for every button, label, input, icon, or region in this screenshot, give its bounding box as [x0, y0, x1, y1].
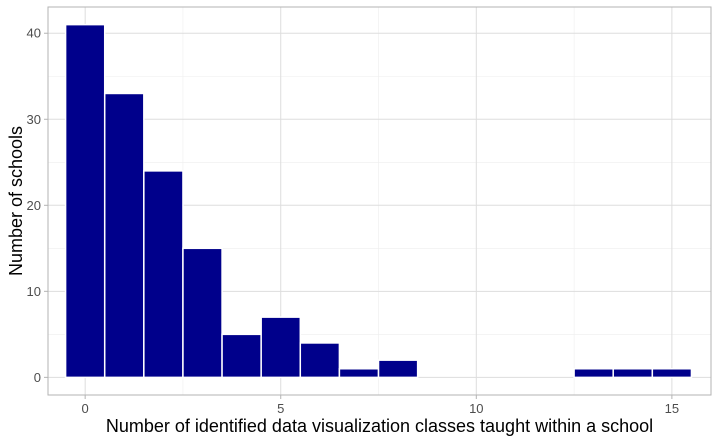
histogram-bar [182, 247, 223, 379]
x-tick-label: 5 [277, 401, 284, 416]
histogram-bar [103, 92, 145, 379]
histogram-bar [64, 23, 106, 379]
bars [64, 23, 693, 379]
histogram-bar [143, 170, 184, 379]
histogram-bar [221, 333, 262, 379]
y-tick-label: 40 [27, 26, 41, 41]
x-axis-title: Number of identified data visualization … [106, 416, 653, 436]
histogram-bar [338, 368, 380, 379]
y-tick-label: 10 [27, 284, 41, 299]
plot-panel-border [47, 6, 712, 396]
y-axis-title: Number of schools [6, 126, 26, 276]
histogram-bar [573, 368, 614, 379]
y-tick-label: 0 [34, 370, 41, 385]
histogram-bar [651, 368, 693, 379]
histogram-bar [377, 359, 419, 379]
x-tick-label: 10 [469, 401, 483, 416]
x-tick-label: 15 [665, 401, 679, 416]
axes: 0 5 10 15 0 10 20 30 40 [27, 26, 680, 416]
histogram-bar [612, 368, 654, 379]
x-tick-label: 0 [82, 401, 89, 416]
y-tick-label: 20 [27, 198, 41, 213]
y-tick-label: 30 [27, 112, 41, 127]
histogram-bar [299, 342, 341, 379]
histogram-bar [260, 316, 302, 379]
